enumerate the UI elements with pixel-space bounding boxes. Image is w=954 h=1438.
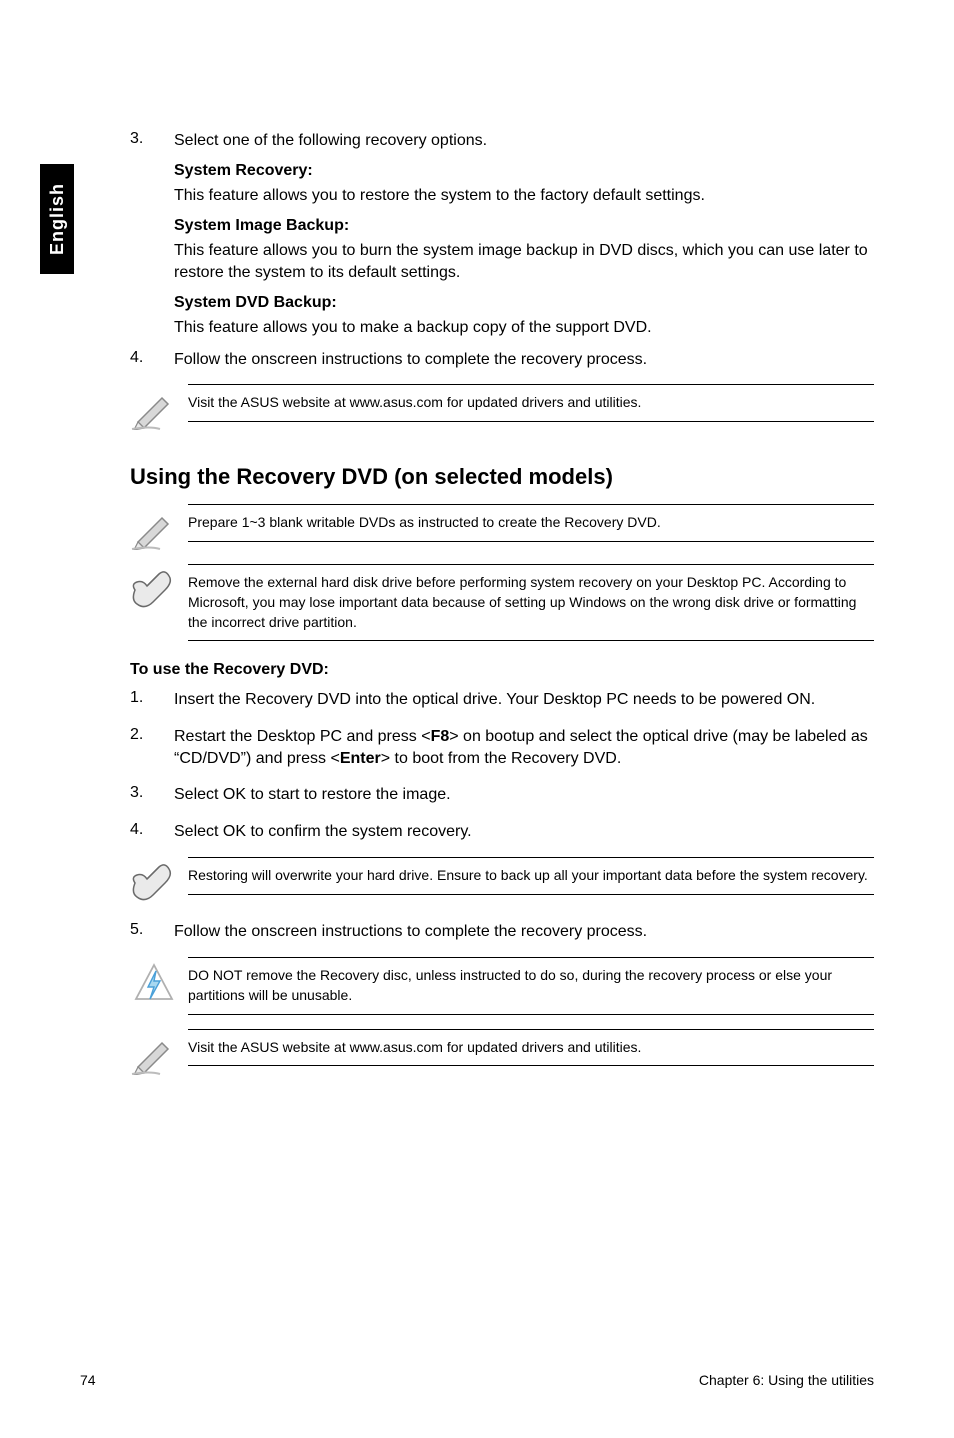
pencil-icon [120,384,188,430]
step-4: 4. Follow the onscreen instructions to c… [130,349,874,371]
page-footer: 74 Chapter 6: Using the utilities [80,1372,874,1388]
note-text: Visit the ASUS website at www.asus.com f… [188,384,874,422]
step-text: Restart the Desktop PC and press <F8> on… [174,726,874,771]
pencil-icon [120,1029,188,1075]
note-visit-asus-1: Visit the ASUS website at www.asus.com f… [120,384,874,430]
page-number: 74 [80,1372,96,1388]
hand-icon [120,564,188,614]
note-restoring-overwrite: Restoring will overwrite your hard drive… [120,857,874,907]
step-3: 3. Select one of the following recovery … [130,130,874,345]
step-number: 4. [130,349,174,371]
note-prepare-dvds: Prepare 1~3 blank writable DVDs as instr… [120,504,874,550]
pencil-icon [120,504,188,550]
step-text: Insert the Recovery DVD into the optical… [174,689,874,711]
step-number: 5. [130,921,174,943]
note-text: Prepare 1~3 blank writable DVDs as instr… [188,504,874,542]
note-text: Remove the external hard disk drive befo… [188,564,874,641]
use-step-3: 3. Select OK to start to restore the ima… [130,784,874,806]
step-number: 1. [130,689,174,711]
system-recovery-heading: System Recovery: [174,160,874,182]
hand-icon [120,857,188,907]
system-dvd-heading: System DVD Backup: [174,292,874,314]
system-image-heading: System Image Backup: [174,215,874,237]
step-text: Select OK to start to restore the image. [174,784,874,806]
step-number: 3. [130,784,174,806]
chapter-label: Chapter 6: Using the utilities [699,1372,874,1388]
step-number: 2. [130,726,174,771]
note-text: Visit the ASUS website at www.asus.com f… [188,1029,874,1067]
use-recovery-heading: To use the Recovery DVD: [130,661,874,679]
system-image-text: This feature allows you to burn the syst… [174,240,874,283]
main-content: 3. Select one of the following recovery … [130,130,874,1075]
use-step-5: 5. Follow the onscreen instructions to c… [130,921,874,943]
step-3-lead: Select one of the following recovery opt… [174,130,874,152]
note-remove-disk: Remove the external hard disk drive befo… [120,564,874,641]
step-text: Follow the onscreen instructions to comp… [174,921,874,943]
use-step-2: 2. Restart the Desktop PC and press <F8>… [130,726,874,771]
step-text: Select OK to confirm the system recovery… [174,821,874,843]
note-visit-asus-2: Visit the ASUS website at www.asus.com f… [120,1029,874,1075]
lightning-icon [120,957,188,1007]
system-dvd-text: This feature allows you to make a backup… [174,317,874,339]
note-do-not-remove: DO NOT remove the Recovery disc, unless … [120,957,874,1014]
system-recovery-text: This feature allows you to restore the s… [174,185,874,207]
note-text: DO NOT remove the Recovery disc, unless … [188,957,874,1014]
language-tab: English [40,164,74,274]
language-label: English [47,183,68,255]
use-step-4: 4. Select OK to confirm the system recov… [130,821,874,843]
section-heading: Using the Recovery DVD (on selected mode… [130,464,874,490]
step-4-text: Follow the onscreen instructions to comp… [174,349,874,371]
use-step-1: 1. Insert the Recovery DVD into the opti… [130,689,874,711]
step-number: 3. [130,130,174,345]
note-text: Restoring will overwrite your hard drive… [188,857,874,895]
step-number: 4. [130,821,174,843]
